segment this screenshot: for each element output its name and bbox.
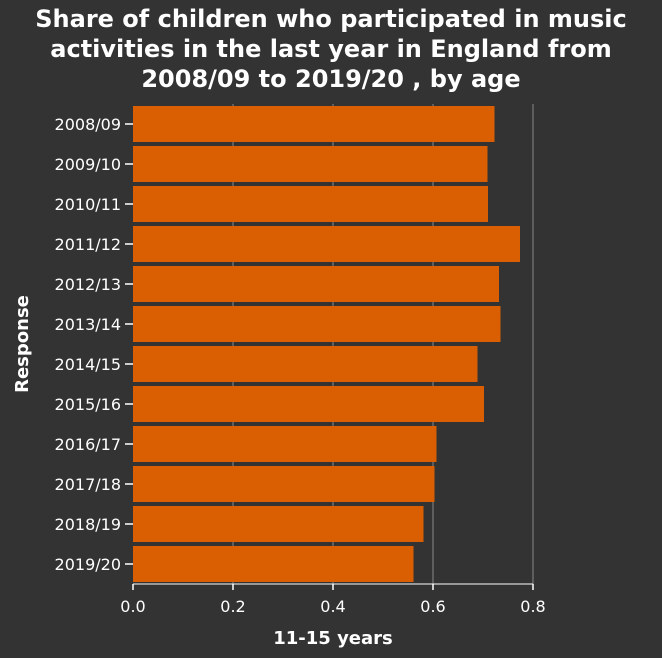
bar-2017-18: [133, 466, 435, 502]
bar-2009-10: [133, 146, 488, 182]
y-tick-label: 2011/12: [55, 235, 121, 254]
y-tick-label: 2014/15: [55, 355, 121, 374]
y-tick-label: 2013/14: [55, 315, 121, 334]
chart-title-line-2: activities in the last year in England f…: [50, 35, 612, 63]
bar-2016-17: [133, 426, 437, 462]
x-tick-label: 0.8: [520, 597, 545, 616]
y-axis-title: Response: [12, 295, 33, 393]
bar-2012-13: [133, 266, 499, 302]
y-tick-label: 2019/20: [55, 555, 121, 574]
chart-title-line-3: 2008/09 to 2019/20 , by age: [141, 65, 521, 93]
y-tick-label: 2017/18: [55, 475, 121, 494]
grid-lines: [232, 104, 534, 584]
bar-2010-11: [133, 186, 488, 222]
y-tick-label: 2008/09: [55, 115, 121, 134]
bar-2015-16: [133, 386, 484, 422]
bars: [133, 106, 520, 582]
x-tick-label: 0.4: [320, 597, 345, 616]
chart-title-line-1: Share of children who participated in mu…: [35, 5, 627, 33]
y-tick-label: 2015/16: [55, 395, 121, 414]
chart-title: Share of children who participated in mu…: [0, 4, 662, 94]
bar-2014-15: [133, 346, 478, 382]
x-tick-label: 0.0: [120, 597, 145, 616]
y-tick-label: 2010/11: [55, 195, 121, 214]
bar-2013-14: [133, 306, 501, 342]
bar-2008-09: [133, 106, 495, 142]
axes: 0.0 0.2 0.4 0.6 0.8 2008/09 2009/10 2010/11 2011…: [55, 115, 546, 616]
bar-2018-19: [133, 506, 424, 542]
x-tick-label: 0.2: [220, 597, 245, 616]
bar-2019-20: [133, 546, 414, 582]
x-axis-title: 11-15 years: [273, 628, 393, 649]
x-tick-label: 0.6: [420, 597, 445, 616]
y-tick-label: 2009/10: [55, 155, 121, 174]
y-tick-label: 2012/13: [55, 275, 121, 294]
bar-2011-12: [133, 226, 520, 262]
y-tick-label: 2018/19: [55, 515, 121, 534]
y-tick-label: 2016/17: [55, 435, 121, 454]
